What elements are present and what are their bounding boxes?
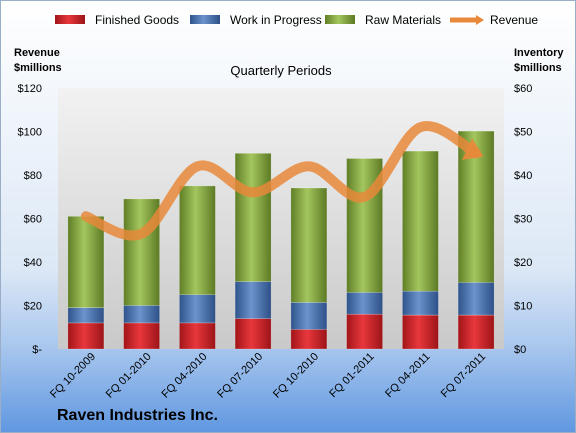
bar-raw-materials-0 xyxy=(67,216,105,308)
legend-label: Raw Materials xyxy=(365,13,441,27)
bar-raw-materials-3 xyxy=(234,153,272,282)
legend-swatch-work-in-progress xyxy=(190,15,220,24)
company-name: Raven Industries Inc. xyxy=(57,407,218,424)
right-axis-title-unit: $millions xyxy=(514,62,562,74)
bar-finished-goods-1 xyxy=(123,322,160,350)
legend-swatch-finished-goods xyxy=(55,15,85,24)
bar-work-in-progress-2 xyxy=(179,294,216,324)
legend-swatch-raw-materials xyxy=(325,15,355,24)
legend-label: Finished Goods xyxy=(95,13,179,27)
bar-finished-goods-5 xyxy=(346,313,383,350)
right-tick-label: $20 xyxy=(514,257,532,269)
bar-raw-materials-2 xyxy=(179,185,216,295)
legend-label: Revenue xyxy=(490,13,538,27)
right-tick-label: $60 xyxy=(514,83,532,95)
bar-finished-goods-7 xyxy=(457,314,495,350)
bar-finished-goods-6 xyxy=(402,314,439,350)
right-axis-title: Inventory xyxy=(514,47,564,59)
revenue-arrowhead xyxy=(462,138,484,160)
left-tick-label: $120 xyxy=(18,83,42,95)
right-tick-label: $10 xyxy=(514,301,532,313)
chart-title: Quarterly Periods xyxy=(230,63,332,78)
bar-work-in-progress-3 xyxy=(234,281,272,319)
left-tick-label: $40 xyxy=(24,257,42,269)
bar-work-in-progress-5 xyxy=(346,292,383,315)
right-tick-label: $30 xyxy=(514,214,532,226)
bar-work-in-progress-4 xyxy=(290,302,328,330)
left-tick-label: $60 xyxy=(24,214,42,226)
bar-work-in-progress-7 xyxy=(457,282,495,316)
left-tick-label: $- xyxy=(32,344,42,356)
left-axis-title: Revenue xyxy=(14,47,60,59)
legend-arrow xyxy=(476,15,484,25)
left-tick-label: $80 xyxy=(24,170,42,182)
bar-finished-goods-3 xyxy=(234,318,272,350)
left-axis-title-unit: $millions xyxy=(14,62,62,74)
bar-work-in-progress-6 xyxy=(402,290,439,316)
right-tick-label: $50 xyxy=(514,127,532,139)
bar-raw-materials-6 xyxy=(402,150,439,292)
bar-finished-goods-2 xyxy=(179,322,216,350)
bar-work-in-progress-0 xyxy=(67,307,105,324)
legend: Finished Goods Work in Progress Raw Materi… xyxy=(55,13,538,27)
bar-finished-goods-0 xyxy=(67,322,105,350)
bar-raw-materials-4 xyxy=(290,187,328,303)
right-tick-label: $40 xyxy=(514,170,532,182)
left-tick-label: $20 xyxy=(24,301,42,313)
revenue-line xyxy=(80,121,484,241)
right-tick-label: $0 xyxy=(514,344,526,356)
bar-work-in-progress-1 xyxy=(123,305,160,324)
left-tick-label: $100 xyxy=(18,127,42,139)
bar-finished-goods-4 xyxy=(290,329,328,350)
legend-label: Work in Progress xyxy=(230,13,322,27)
series-line-revenue xyxy=(80,121,482,241)
